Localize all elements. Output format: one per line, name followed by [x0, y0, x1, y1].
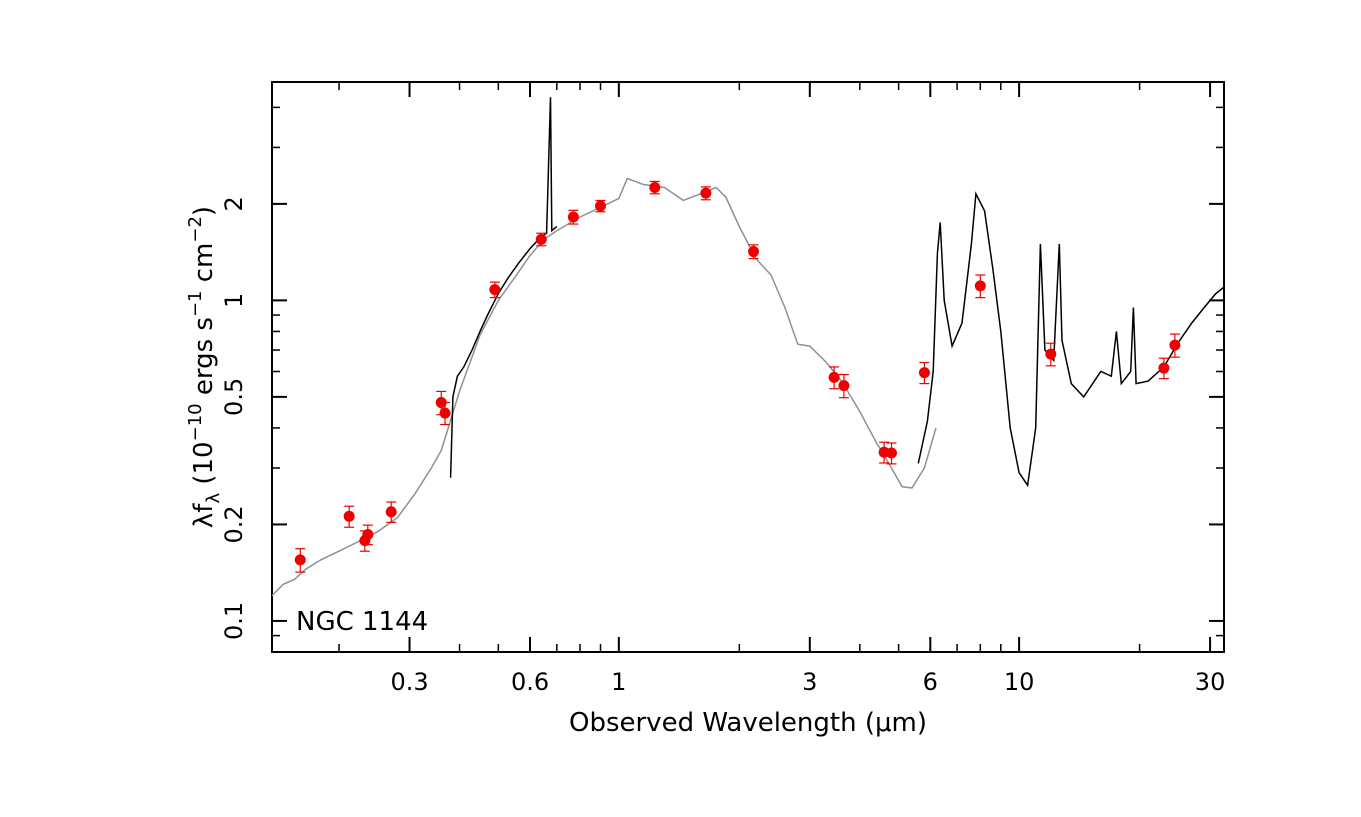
photometry-series	[294, 180, 1181, 573]
photometry-point	[918, 367, 930, 379]
x-tick-label: 0.6	[511, 668, 549, 696]
y-axis-close: )	[189, 206, 219, 216]
photometry-point	[439, 407, 451, 419]
y-axis-exp2: −1	[185, 290, 206, 317]
photometry-point	[595, 200, 607, 212]
y-axis-mid2: cm	[189, 243, 219, 291]
photometry-point	[886, 447, 898, 459]
x-tick-label: 0.3	[390, 668, 428, 696]
photometry-point	[748, 246, 760, 258]
y-tick-label: 0.2	[220, 505, 248, 543]
y-axis-mid: ergs s	[189, 317, 219, 403]
y-axis-title: λfλ (10−10 ergs s−1 cm−2)	[185, 206, 224, 528]
photometry-point	[1158, 362, 1170, 374]
x-tick-labels: 0.3 0.6 1 3 6 10 30	[390, 668, 1225, 696]
photometry-point	[385, 506, 397, 518]
y-tick-label: 0.5	[220, 378, 248, 416]
observed-spectrum-line	[449, 97, 558, 478]
y-tick-labels: 0.1 0.2 0.5 1 2	[220, 196, 248, 640]
major-ticks	[272, 82, 1224, 652]
photometry-point	[343, 510, 355, 522]
x-tick-label: 10	[1004, 668, 1035, 696]
x-tick-label: 1	[611, 668, 626, 696]
x-tick-label: 30	[1195, 668, 1226, 696]
minor-ticks	[272, 82, 1224, 653]
x-tick-label: 6	[923, 668, 938, 696]
y-axis-exp1: −10	[185, 403, 206, 441]
object-annotation: NGC 1144	[296, 607, 428, 637]
photometry-point	[700, 187, 712, 199]
photometry-point	[649, 181, 661, 193]
photometry-point	[294, 554, 306, 566]
x-tick-label: 3	[802, 668, 817, 696]
y-tick-label: 1	[220, 293, 248, 308]
photometry-point	[838, 380, 850, 392]
photometry-point	[828, 371, 840, 383]
observed-spectrum-series	[449, 97, 1225, 488]
observed-spectrum-line	[917, 191, 1225, 488]
y-axis-f: f	[189, 503, 219, 513]
y-axis-exp3: −2	[185, 216, 206, 243]
y-axis-open: (10	[189, 441, 219, 493]
y-tick-label: 2	[220, 196, 248, 211]
x-axis-title: Observed Wavelength (μm)	[569, 708, 927, 738]
photometry-point	[1169, 339, 1181, 351]
photometry-point	[362, 529, 374, 541]
y-axis-lambda: λ	[189, 513, 219, 528]
y-tick-label: 0.1	[220, 602, 248, 640]
photometry-point	[567, 211, 579, 223]
photometry-point	[974, 280, 986, 292]
photometry-point	[535, 233, 547, 245]
photometry-point	[1045, 348, 1057, 360]
photometry-point	[489, 284, 501, 296]
y-axis-sub: λ	[203, 493, 224, 504]
plot-frame	[271, 81, 1225, 653]
